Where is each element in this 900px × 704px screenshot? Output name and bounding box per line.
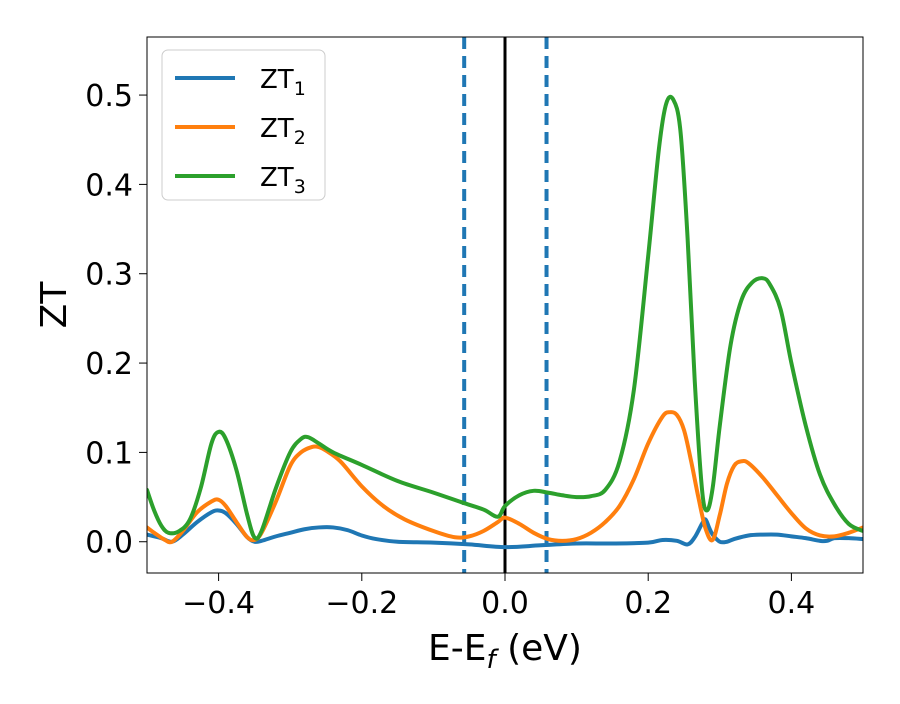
x-axis-label: E-Ef (eV)	[428, 628, 582, 675]
y-tick-label: 0.4	[85, 168, 133, 203]
y-tick-label: 0.5	[85, 79, 133, 114]
x-tick-label: 0.0	[481, 586, 529, 621]
x-tick-label: −0.2	[325, 586, 398, 621]
legend-label-3: ZT3	[260, 163, 306, 198]
x-tick-label: −0.4	[182, 586, 255, 621]
x-tick-label: 0.2	[624, 586, 672, 621]
x-tick-label: 0.4	[768, 586, 816, 621]
legend-box	[161, 49, 326, 201]
y-tick-label: 0.3	[85, 258, 133, 293]
series-line-zt2	[147, 410, 863, 545]
legend-label-1: ZT1	[260, 65, 306, 100]
y-axis-label: ZT	[34, 281, 75, 329]
y-tick-label: 0.1	[85, 436, 133, 471]
y-tick-label: 0.0	[85, 526, 133, 561]
legend: ZT1 ZT2 ZT3	[161, 49, 326, 201]
series-line-zt3	[147, 94, 863, 541]
y-tick-label: 0.2	[85, 347, 133, 382]
legend-label-2: ZT2	[260, 114, 306, 149]
